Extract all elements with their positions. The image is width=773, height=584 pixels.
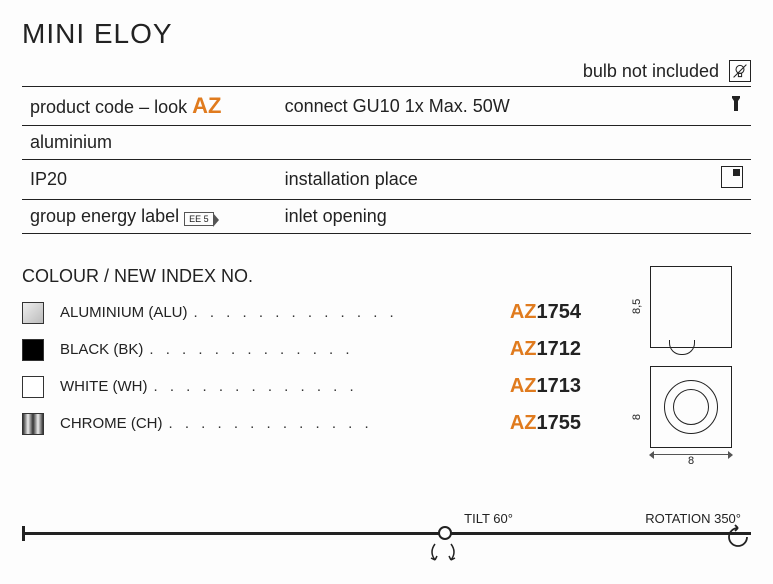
leader-dots: . . . . . . . . . . . . . — [143, 341, 509, 358]
no-bulb-icon — [729, 60, 751, 82]
spec-row: product code – look AZconnect GU10 1x Ma… — [22, 87, 751, 126]
az-prefix: AZ — [510, 338, 537, 360]
spec-left: group energy label EE 5 — [22, 200, 277, 234]
spec-row: aluminium — [22, 126, 751, 160]
spec-row: group energy label EE 5inlet opening — [22, 200, 751, 234]
product-title: MINI ELOY — [22, 18, 751, 50]
spec-icon-cell — [713, 126, 751, 160]
dim-width: 8 — [650, 454, 732, 467]
index-digits: 1713 — [537, 375, 582, 397]
colour-label: BLACK (BK) — [60, 341, 143, 358]
bulb-note-row: bulb not included — [22, 60, 751, 87]
spec-table: product code – look AZconnect GU10 1x Ma… — [22, 87, 751, 234]
tilt-knob-icon — [438, 526, 452, 540]
spec-left: IP20 — [22, 160, 277, 200]
bottom-view-icon — [650, 366, 732, 448]
spec-icon-cell — [713, 200, 751, 234]
tilt-arrows-icon — [423, 542, 463, 565]
footer: TILT 60° ROTATION 350° — [22, 511, 751, 535]
rotation-arrow-icon — [725, 524, 751, 555]
index-number: AZ1755 — [510, 412, 581, 435]
colour-label: ALUMINIUM (ALU) — [60, 304, 188, 321]
az-prefix: AZ — [510, 301, 537, 323]
colour-swatch-icon — [22, 376, 44, 398]
leader-dots: . . . . . . . . . . . . . — [188, 304, 510, 321]
bulb-note-text: bulb not included — [583, 61, 719, 82]
spec-right: inlet opening — [277, 200, 713, 234]
colour-swatch-icon — [22, 302, 44, 324]
colour-label: WHITE (WH) — [60, 378, 147, 395]
colour-label: CHROME (CH) — [60, 415, 163, 432]
index-digits: 1712 — [537, 338, 582, 360]
install-place-icon — [721, 166, 743, 188]
colour-row: ALUMINIUM (ALU). . . . . . . . . . . . .… — [22, 301, 581, 324]
spec-right — [277, 126, 713, 160]
colour-row: WHITE (WH). . . . . . . . . . . . .AZ171… — [22, 375, 581, 398]
colour-swatch-icon — [22, 339, 44, 361]
az-prefix: AZ — [510, 412, 537, 434]
dim-height: 8,5 — [631, 300, 643, 314]
leader-dots: . . . . . . . . . . . . . — [163, 415, 510, 432]
track-line — [22, 532, 751, 535]
spec-row: IP20installation place — [22, 160, 751, 200]
spec-left: aluminium — [22, 126, 277, 160]
colour-row: BLACK (BK). . . . . . . . . . . . .AZ171… — [22, 338, 581, 361]
az-prefix: AZ — [510, 375, 537, 397]
spec-right: connect GU10 1x Max. 50W — [277, 87, 713, 126]
spec-icon-cell — [713, 87, 751, 126]
colour-swatch-icon — [22, 413, 44, 435]
index-number: AZ1754 — [510, 301, 581, 324]
spec-left: product code – look AZ — [22, 87, 277, 126]
colours-heading: COLOUR / NEW INDEX NO. — [22, 266, 581, 287]
index-number: AZ1712 — [510, 338, 581, 361]
energy-badge-icon: EE 5 — [184, 212, 214, 226]
az-prefix: AZ — [192, 93, 221, 118]
spec-right: installation place — [277, 160, 713, 200]
index-digits: 1755 — [537, 412, 582, 434]
dimension-diagrams: 8,5 8 8 — [611, 266, 751, 467]
bulb-icon — [729, 94, 743, 114]
index-number: AZ1713 — [510, 375, 581, 398]
side-view-icon — [650, 266, 732, 348]
index-digits: 1754 — [537, 301, 582, 323]
tilt-label: TILT 60° — [401, 511, 576, 526]
colours-section: COLOUR / NEW INDEX NO. ALUMINIUM (ALU). … — [22, 266, 581, 467]
leader-dots: . . . . . . . . . . . . . — [147, 378, 509, 395]
dim-depth: 8 — [631, 410, 643, 424]
colour-row: CHROME (CH). . . . . . . . . . . . .AZ17… — [22, 412, 581, 435]
spec-icon-cell — [713, 160, 751, 200]
